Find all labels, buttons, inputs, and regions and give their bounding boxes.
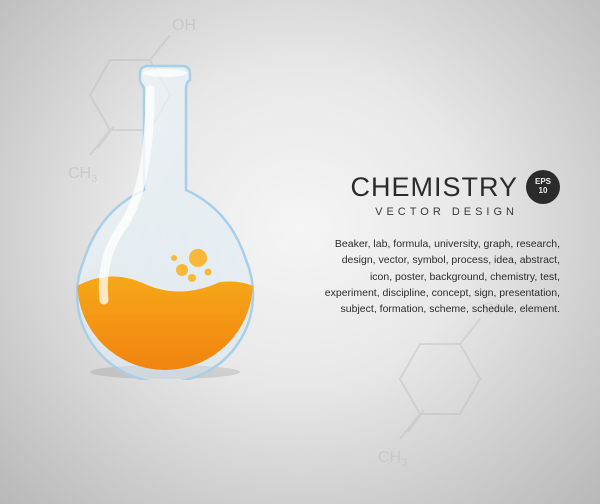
- eps-badge: EPS 10: [526, 170, 560, 204]
- molecule-bg-bottom: OH CH3: [370, 294, 520, 484]
- main-title: CHEMISTRY: [350, 172, 518, 203]
- subtitle: VECTOR DESIGN: [320, 206, 518, 218]
- body-copy: Beaker, lab, formula, university, graph,…: [320, 236, 560, 317]
- molecule-label-oh: OH: [172, 17, 196, 34]
- molecule-label-ch: CH3: [378, 449, 407, 469]
- hex-ring: [400, 344, 480, 414]
- badge-line2: 10: [535, 187, 551, 196]
- flask-rim-highlight: [143, 69, 187, 77]
- content-block: CHEMISTRY EPS 10 VECTOR DESIGN Beaker, l…: [320, 170, 560, 317]
- flask-illustration: [70, 60, 260, 385]
